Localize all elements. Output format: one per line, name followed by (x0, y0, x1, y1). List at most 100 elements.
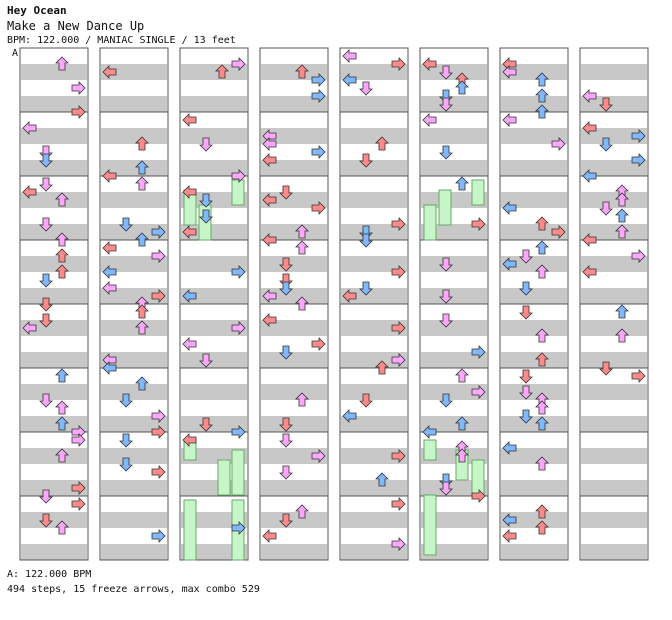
step-arrow (151, 289, 166, 303)
step-arrow (262, 289, 277, 303)
beat-stripe (421, 256, 487, 272)
beat-stripe (341, 256, 407, 272)
beat-stripe (581, 352, 647, 368)
beat-stripe (21, 224, 87, 240)
step-arrow (199, 417, 213, 432)
step-arrow (39, 217, 53, 232)
step-arrow (135, 176, 149, 191)
beat-stripe (21, 352, 87, 368)
step-stats: 494 steps, 15 freeze arrows, max combo 5… (7, 584, 260, 595)
step-arrow (471, 217, 486, 231)
beat-stripe (421, 384, 487, 400)
step-arrow (151, 465, 166, 479)
step-arrow (295, 64, 309, 79)
step-arrow (279, 417, 293, 432)
beat-stripe (21, 544, 87, 560)
step-arrow (391, 217, 406, 231)
step-arrow (535, 104, 549, 119)
beat-stripe (21, 128, 87, 144)
step-arrow (359, 281, 373, 296)
beat-stripe (501, 352, 567, 368)
bpm-summary: A: 122.000 BPM (7, 569, 92, 580)
beat-stripe (181, 512, 247, 528)
step-arrow (391, 321, 406, 335)
step-arrow (439, 65, 453, 80)
beat-stripe (101, 544, 167, 560)
beat-stripe (181, 256, 247, 272)
chart-column (179, 47, 249, 561)
beat-stripe (181, 192, 247, 208)
step-arrow (455, 80, 469, 95)
beat-stripe (261, 448, 327, 464)
beat-stripe (421, 416, 487, 432)
step-arrow (55, 448, 69, 463)
step-arrow (119, 393, 133, 408)
step-arrow (102, 281, 117, 295)
beat-stripe (101, 320, 167, 336)
beat-stripe (21, 448, 87, 464)
beat-stripe (581, 480, 647, 496)
step-arrow (231, 265, 246, 279)
step-arrow (102, 241, 117, 255)
step-arrow (535, 264, 549, 279)
beat-stripe (581, 416, 647, 432)
chart-column (339, 47, 409, 561)
step-arrow (535, 88, 549, 103)
step-arrow (231, 57, 246, 71)
step-arrow (262, 193, 277, 207)
beat-stripe (181, 224, 247, 240)
step-arrow (22, 185, 37, 199)
step-arrow (295, 296, 309, 311)
beat-stripe (341, 384, 407, 400)
step-arrow (535, 328, 549, 343)
step-arrow (39, 489, 53, 504)
beat-stripe (341, 192, 407, 208)
beat-stripe (261, 128, 327, 144)
step-arrow (582, 233, 597, 247)
step-arrow (519, 249, 533, 264)
step-arrow (359, 81, 373, 96)
step-arrow (391, 449, 406, 463)
step-arrow (39, 513, 53, 528)
step-arrow (55, 232, 69, 247)
step-arrow (551, 225, 566, 239)
step-arrow (582, 169, 597, 183)
step-arrow (422, 57, 437, 71)
step-arrow (39, 153, 53, 168)
beat-stripe (421, 96, 487, 112)
step-arrow (502, 441, 517, 455)
beat-stripe (421, 192, 487, 208)
step-arrow (199, 209, 213, 224)
beat-stripe (261, 384, 327, 400)
beat-stripe (261, 512, 327, 528)
step-arrow (151, 409, 166, 423)
step-arrow (231, 521, 246, 535)
beat-stripe (181, 352, 247, 368)
beat-stripe (501, 64, 567, 80)
beat-stripe (421, 288, 487, 304)
chart-meta: BPM: 122.000 / MANIAC SINGLE / 13 feet (7, 35, 236, 46)
beat-stripe (581, 448, 647, 464)
beat-stripe (181, 160, 247, 176)
beat-stripe (341, 64, 407, 80)
beat-stripe (101, 128, 167, 144)
step-arrow (182, 225, 197, 239)
step-arrow (102, 265, 117, 279)
beat-stripe (101, 96, 167, 112)
beat-stripe (581, 64, 647, 80)
beat-stripe (421, 512, 487, 528)
beat-stripe (341, 128, 407, 144)
step-arrow (102, 65, 117, 79)
beat-stripe (421, 64, 487, 80)
beat-stripe (581, 288, 647, 304)
step-arrow (215, 64, 229, 79)
step-arrow (375, 360, 389, 375)
beat-stripe (101, 480, 167, 496)
beat-stripe (421, 544, 487, 560)
step-arrow (439, 257, 453, 272)
step-arrow (279, 257, 293, 272)
step-arrow (615, 304, 629, 319)
step-arrow (375, 136, 389, 151)
beat-stripe (21, 96, 87, 112)
song-title: Make a New Dance Up (7, 19, 145, 33)
